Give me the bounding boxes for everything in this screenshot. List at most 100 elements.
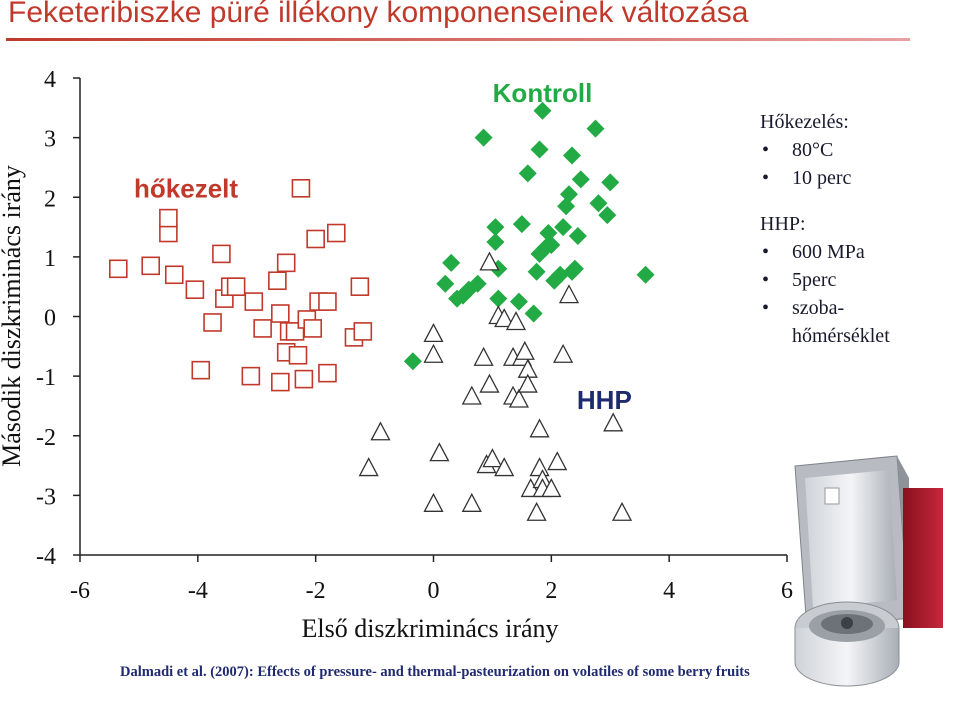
y-tick-label: 3 [44,127,56,153]
hhp-point [482,448,503,468]
hokezelt-point [271,372,290,392]
hokezelt-point [303,319,323,338]
hhp-point [494,457,515,477]
x-tick-label: 0 [428,578,440,604]
series-label: hőkezelt [134,173,238,203]
hokezelt-point [185,280,205,299]
kontroll-point [524,304,543,323]
kontroll-point [512,215,531,234]
heating-title: Hőkezelés: [760,111,849,133]
hokezelt-point [271,304,290,323]
hhp-point [529,418,550,438]
kontroll-point [586,119,605,138]
hokezelt-point [318,363,337,383]
hokezelt-point [253,319,272,338]
hhp-point [526,501,547,521]
kontroll-point [542,235,561,254]
hhp-point [429,442,450,462]
kontroll-point [509,292,528,311]
kontroll-point [486,218,505,237]
series-label: HHP [577,385,632,415]
y-tick-label: -4 [36,544,56,570]
hhp-point [494,308,515,328]
hhp-item-text: szoba-hőmérséklet [792,297,890,347]
y-tick-label: 1 [44,246,56,272]
hhp-title: HHP: [760,213,806,235]
kontroll-point [489,289,508,308]
y-tick-label: -2 [36,425,56,451]
hokezelt-point [244,292,264,311]
high-pressure-device-icon [794,455,943,687]
hhp-point [541,478,562,498]
hokezelt-point [159,208,178,228]
hokezelt-point [326,223,346,243]
hhp-point [508,388,530,408]
hhp-point [558,284,580,304]
y-tick-label: 2 [44,186,56,212]
hhp-point [514,340,535,360]
kontroll-point [589,194,608,213]
x-tick-label: -2 [306,578,326,604]
y-tick-label: 0 [44,306,56,332]
title-underline [6,38,910,41]
hokezelt-point [350,277,370,296]
hhp-point [423,322,444,343]
hokezelt-point [353,322,373,341]
x-tick-label: -6 [70,578,90,604]
x-tick-label: -4 [188,578,208,604]
hokezelt-point [318,292,337,311]
kontroll-point [565,259,584,278]
hhp-point [461,385,482,405]
treatment-notes: Hőkezelés: 80°C 10 perc HHP: 600 MPa 5pe… [760,108,922,368]
kontroll-point [403,352,422,371]
kontroll-point [601,173,620,192]
kontroll-point [571,170,590,189]
hokezelt-point [306,229,325,249]
x-tick-label: 6 [781,578,793,604]
hhp-point [473,346,494,366]
hhp-point [479,373,500,393]
hhp-point [423,492,444,512]
hhp-point [529,457,550,477]
kontroll-point [518,164,537,183]
kontroll-point [474,128,493,147]
kontroll-point [527,262,546,281]
y-tick-label: 4 [44,67,56,93]
hhp-point [553,343,574,363]
hhp-list: 600 MPa 5perc szoba-hőmérséklet [760,238,922,350]
hokezelt-point [164,265,184,285]
hhp-point [370,421,391,441]
kontroll-point [436,274,455,293]
hhp-point [603,412,624,432]
hhp-point [479,251,500,271]
hhp-point [358,457,379,477]
kontroll-point [636,265,655,284]
y-tick-label: -1 [36,365,56,391]
chart-points [108,101,655,521]
hokezelt-point [288,345,308,365]
heating-item: 10 perc [760,164,922,192]
y-axis-label: Második diszkriminács irány [0,165,26,467]
hhp-point [461,492,482,512]
chart-annotations: hőkezelt Kontroll HHP [134,78,632,415]
hhp-point [611,501,633,521]
hhp-item: szoba-hőmérséklet [760,294,922,350]
hokezelt-point [291,179,311,198]
y-tick-label: -3 [36,484,56,510]
citation: Dalmadi et al. (2007): Effects of pressu… [120,664,750,680]
series-label: Kontroll [493,78,593,108]
kontroll-point [560,185,579,204]
heating-list: 80°C 10 perc [760,136,922,192]
kontroll-point [598,206,617,225]
hhp-item: 5perc [760,266,922,294]
hokezelt-point [141,256,160,276]
hokezelt-point [268,271,287,291]
kontroll-point [486,232,505,251]
hokezelt-point [226,277,246,296]
hokezelt-point [276,253,296,273]
kontroll-point [530,140,549,159]
kontroll-point [442,253,461,272]
hokezelt-point [241,366,261,386]
x-tick-label: 2 [545,578,557,604]
hokezelt-point [203,313,222,332]
